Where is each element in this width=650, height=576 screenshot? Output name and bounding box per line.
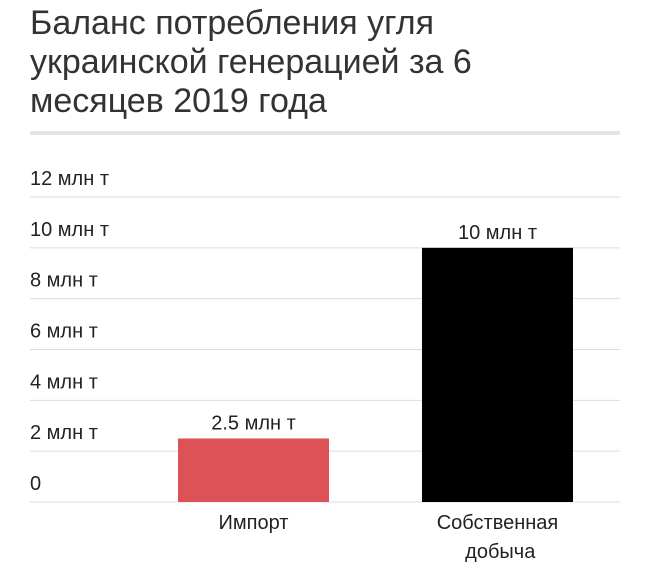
y-tick-label: 8 млн т (30, 270, 98, 292)
y-tick-label: 4 млн т (30, 371, 98, 393)
y-tick-label: 0 (30, 473, 41, 495)
y-tick-label: 6 млн т (30, 321, 98, 343)
x-tick-label: Собственная добыча (437, 512, 559, 563)
value-label: 10 млн т (458, 222, 537, 244)
value-label: 2.5 млн т (211, 412, 296, 434)
x-tick-label: Импорт (219, 512, 289, 534)
y-tick-label: 10 млн т (30, 219, 109, 241)
chart-title: Баланс потребления угля украинской генер… (30, 4, 472, 120)
y-tick-label: 2 млн т (30, 422, 98, 444)
y-tick-label: 12 млн т (30, 168, 109, 190)
bar (422, 247, 573, 502)
bar (178, 438, 329, 502)
title-rule (30, 131, 620, 135)
